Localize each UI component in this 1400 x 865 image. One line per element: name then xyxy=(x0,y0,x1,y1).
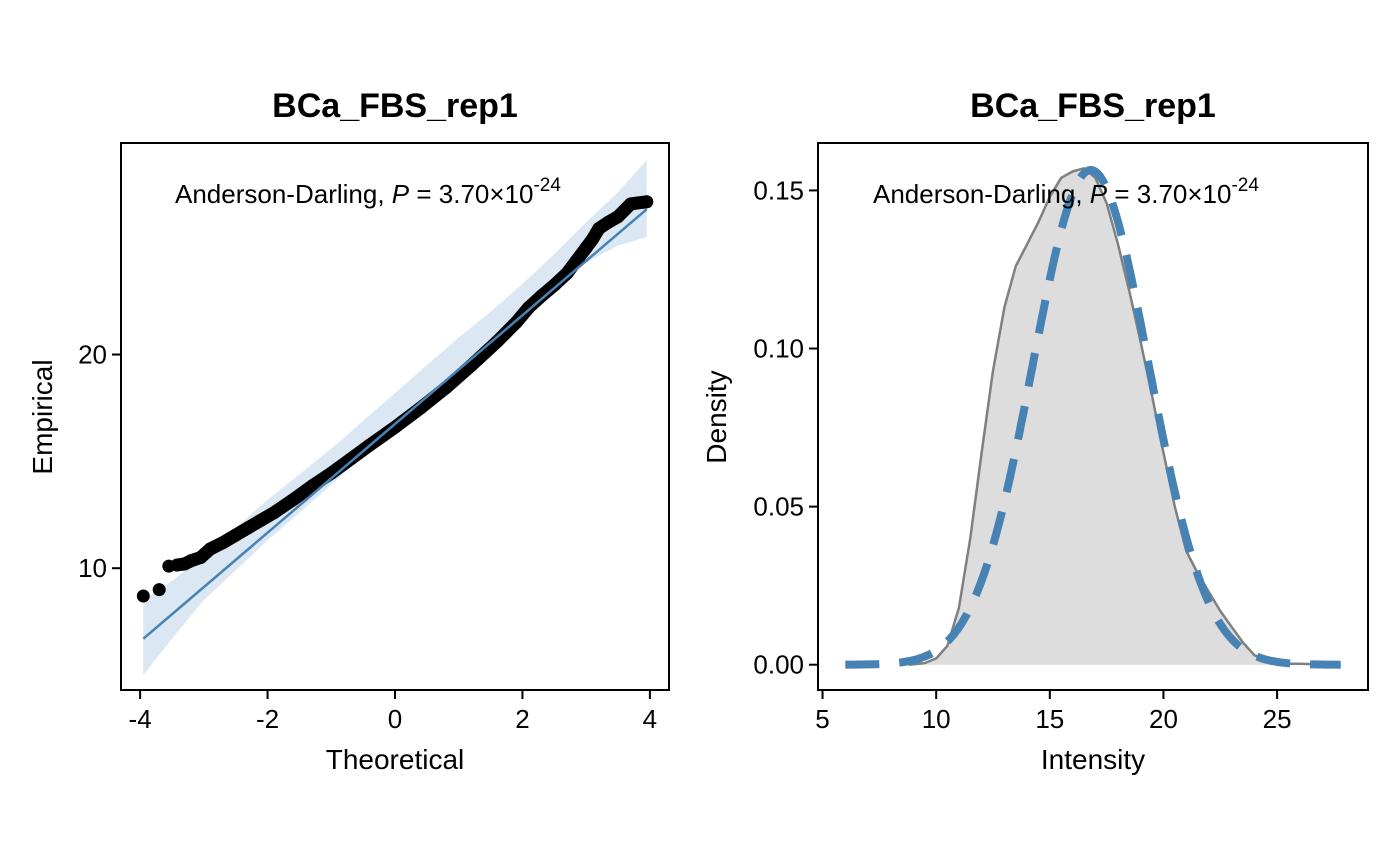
density-annotation-equals: = 3.70×10 xyxy=(1107,179,1231,209)
qq-x-axis-title: Theoretical xyxy=(326,744,465,775)
qq-point xyxy=(535,289,549,303)
qq-points-group xyxy=(136,195,654,603)
density-panel: BCa_FBS_rep1 5 10 15 20 25 0.000.050.100.15 … xyxy=(701,87,1369,775)
density-x-tick-label: 25 xyxy=(1263,704,1292,734)
qq-y-tick-label: 10 xyxy=(78,553,107,583)
density-y-ticks: 0.00 0.05 0.10 0.15 xyxy=(753,175,818,680)
density-x-tick-label: 20 xyxy=(1149,704,1178,734)
qq-x-tick-label: -2 xyxy=(256,704,279,734)
density-x-axis-title: Intensity xyxy=(1041,744,1145,775)
qq-x-tick-label: 0 xyxy=(388,704,402,734)
qq-point xyxy=(136,589,150,603)
qq-point xyxy=(522,301,536,314)
qq-reference-line-group xyxy=(142,208,648,640)
qq-annotation-p: P xyxy=(392,179,410,209)
density-area-group xyxy=(908,167,1334,666)
qq-point xyxy=(254,513,268,527)
qq-point xyxy=(216,536,230,550)
qq-point xyxy=(152,583,166,597)
density-x-tick-label: 5 xyxy=(815,704,829,734)
qq-y-axis-title: Empirical xyxy=(27,359,58,474)
qq-point xyxy=(305,479,319,493)
qq-confidence-band xyxy=(143,160,647,676)
qq-x-tick-label: -4 xyxy=(129,704,152,734)
density-area xyxy=(908,168,1334,665)
qq-panel: BCa_FBS_rep1 -4 -2 0 2 4 10 20 Anderson-Darli… xyxy=(27,87,670,775)
qq-point xyxy=(286,493,300,507)
qq-point xyxy=(388,420,402,434)
qq-point xyxy=(465,358,478,372)
qq-point xyxy=(267,506,281,520)
qq-x-tick-label: 4 xyxy=(643,704,657,734)
density-title: BCa_FBS_rep1 xyxy=(970,87,1216,125)
density-x-tick-label: 15 xyxy=(1035,704,1064,734)
qq-point xyxy=(602,215,615,229)
qq-annotation: Anderson-Darling, P = 3.70×10-24 xyxy=(175,175,561,209)
qq-y-tick-label: 20 xyxy=(78,340,107,370)
qq-point xyxy=(560,266,574,280)
density-annotation: Anderson-Darling, P = 3.70×10-24 xyxy=(873,175,1259,209)
qq-point xyxy=(570,254,584,267)
density-y-tick-label: 0.15 xyxy=(753,175,804,205)
density-annotation-exponent: -24 xyxy=(1231,175,1259,196)
density-annotation-prefix: Anderson-Darling, xyxy=(873,179,1090,209)
qq-x-ticks: -4 -2 0 2 4 xyxy=(129,690,657,734)
qq-annotation-prefix: Anderson-Darling, xyxy=(175,179,392,209)
qq-title: BCa_FBS_rep1 xyxy=(272,87,518,125)
qq-annotation-equals: = 3.70×10 xyxy=(409,179,533,209)
qq-point xyxy=(203,542,217,556)
qq-point xyxy=(640,195,654,209)
density-y-tick-label: 0.10 xyxy=(753,334,804,364)
density-annotation-p: P xyxy=(1090,179,1108,209)
density-x-tick-label: 10 xyxy=(922,704,951,734)
qq-x-tick-label: 2 xyxy=(515,704,529,734)
density-normal-curve xyxy=(845,165,1341,669)
qq-point xyxy=(586,232,599,246)
qq-point xyxy=(547,278,561,292)
qq-point xyxy=(592,222,606,235)
density-x-ticks: 5 10 15 20 25 xyxy=(815,690,1292,734)
density-y-tick-label: 0.05 xyxy=(753,492,804,522)
density-y-axis-title: Density xyxy=(701,370,732,463)
qq-point xyxy=(624,197,638,211)
qq-point xyxy=(343,452,357,466)
qq-point xyxy=(194,551,208,564)
qq-annotation-exponent: -24 xyxy=(533,175,561,196)
qq-y-ticks: 10 20 xyxy=(78,340,121,583)
density-normal-group xyxy=(845,165,1341,669)
qq-point xyxy=(241,521,255,535)
density-y-tick-label: 0.00 xyxy=(753,650,804,680)
qq-point xyxy=(611,210,625,224)
qq-reference-line xyxy=(142,208,648,640)
qq-point xyxy=(229,528,243,542)
qq-confidence-band-group xyxy=(143,160,647,676)
density-panel-border xyxy=(817,142,1369,691)
